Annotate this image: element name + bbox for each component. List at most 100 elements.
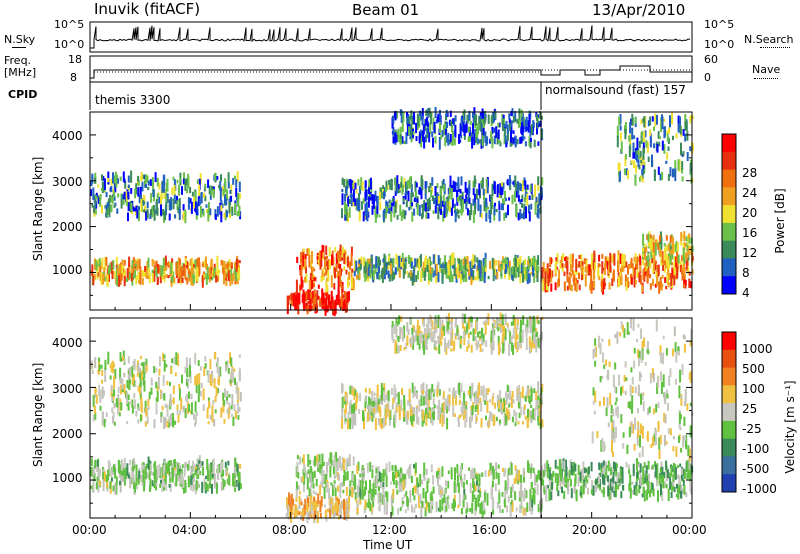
heatmap-cell xyxy=(675,352,677,363)
heatmap-cell xyxy=(681,161,683,170)
heatmap-cell xyxy=(349,179,351,188)
heatmap-cell xyxy=(164,417,166,428)
heatmap-cell xyxy=(194,353,196,365)
heatmap-cell xyxy=(420,271,422,283)
heatmap-cell xyxy=(531,388,533,394)
heatmap-cell xyxy=(436,264,438,274)
heatmap-cell xyxy=(687,460,689,471)
heatmap-cell xyxy=(140,199,142,212)
heatmap-cell xyxy=(628,469,630,474)
heatmap-cell xyxy=(588,466,590,474)
heatmap-cell xyxy=(609,362,611,368)
heatmap-cell xyxy=(111,397,113,402)
heatmap-cell xyxy=(512,417,514,423)
heatmap-cell xyxy=(631,277,633,285)
heatmap-cell xyxy=(107,352,109,365)
heatmap-cell xyxy=(150,209,152,215)
heatmap-cell xyxy=(509,180,511,184)
heatmap-cell xyxy=(521,136,523,143)
heatmap-cell xyxy=(671,492,673,498)
heatmap-cell xyxy=(419,494,421,504)
heatmap-cell xyxy=(221,260,223,266)
heatmap-cell xyxy=(662,141,664,151)
heatmap-cell xyxy=(683,248,685,261)
heatmap-cell xyxy=(657,490,659,502)
heatmap-cell xyxy=(365,395,367,402)
heatmap-cell xyxy=(458,483,460,493)
heatmap-cell xyxy=(587,488,589,495)
heatmap-cell xyxy=(466,508,468,512)
heatmap-cell xyxy=(366,211,368,221)
heatmap-cell xyxy=(443,125,445,129)
heatmap-cell xyxy=(537,185,539,191)
heatmap-cell xyxy=(687,152,689,161)
heatmap-cell xyxy=(293,303,295,306)
heatmap-cell xyxy=(413,209,415,216)
heatmap-cell xyxy=(353,403,355,413)
heatmap-cell xyxy=(620,125,622,130)
heatmap-cell xyxy=(99,364,101,371)
heatmap-cell xyxy=(201,482,203,493)
heatmap-cell xyxy=(462,266,464,270)
heatmap-cell xyxy=(496,417,498,421)
heatmap-cell xyxy=(660,371,662,381)
heatmap-cell xyxy=(155,382,157,389)
heatmap-cell xyxy=(459,195,461,200)
heatmap-cell xyxy=(321,289,323,300)
heatmap-cell xyxy=(472,405,474,415)
heatmap-cell xyxy=(452,198,454,208)
heatmap-cell xyxy=(211,405,213,415)
heatmap-cell xyxy=(508,275,510,280)
heatmap-cell xyxy=(631,114,633,125)
heatmap-cell xyxy=(631,395,633,408)
heatmap-cell xyxy=(341,189,343,192)
heatmap-cell xyxy=(566,263,568,274)
heatmap-cell xyxy=(321,270,323,277)
heatmap-cell xyxy=(480,265,482,277)
heatmap-cell xyxy=(666,235,668,241)
heatmap-cell xyxy=(391,495,393,506)
heatmap-cell xyxy=(527,260,529,265)
heatmap-cell xyxy=(550,283,552,291)
heatmap-cell xyxy=(665,161,667,164)
heatmap-cell xyxy=(506,121,508,129)
heatmap-cell xyxy=(468,184,470,193)
heatmap-cell xyxy=(182,278,184,284)
heatmap-cell xyxy=(529,489,531,501)
heatmap-cell xyxy=(512,195,514,204)
heatmap-cell xyxy=(165,463,167,473)
heatmap-cell xyxy=(101,174,103,180)
heatmap-cell xyxy=(634,257,636,263)
heatmap-cell xyxy=(346,304,348,312)
heatmap-cell xyxy=(682,435,684,447)
heatmap-cell xyxy=(534,408,536,421)
heatmap-cell xyxy=(498,465,500,469)
heatmap-cell xyxy=(457,197,459,202)
heatmap-cell xyxy=(392,404,394,410)
heatmap-cell xyxy=(476,481,478,486)
heatmap-cell xyxy=(363,413,365,421)
heatmap-cell xyxy=(179,259,181,265)
heatmap-cell xyxy=(160,480,162,484)
heatmap-cell xyxy=(492,498,494,510)
heatmap-cell xyxy=(470,470,472,479)
heatmap-cell xyxy=(371,469,373,478)
heatmap-cell xyxy=(355,261,357,272)
heatmap-cell xyxy=(148,180,150,185)
heatmap-cell xyxy=(408,126,410,135)
heatmap-cell xyxy=(476,417,478,422)
heatmap-cell xyxy=(143,462,145,465)
heatmap-cell xyxy=(664,435,666,446)
heatmap-cell xyxy=(328,294,330,298)
heatmap-cell xyxy=(235,273,237,281)
heatmap-cell xyxy=(304,259,306,267)
heatmap-cell xyxy=(560,260,562,263)
heatmap-cell xyxy=(660,353,662,364)
heatmap-cell xyxy=(354,271,356,276)
heatmap-cell xyxy=(94,357,96,368)
heatmap-cell xyxy=(516,119,518,123)
heatmap-cell xyxy=(227,262,229,269)
heatmap-cell xyxy=(196,480,198,491)
heatmap-cell xyxy=(488,276,490,279)
heatmap-cell xyxy=(204,356,206,362)
